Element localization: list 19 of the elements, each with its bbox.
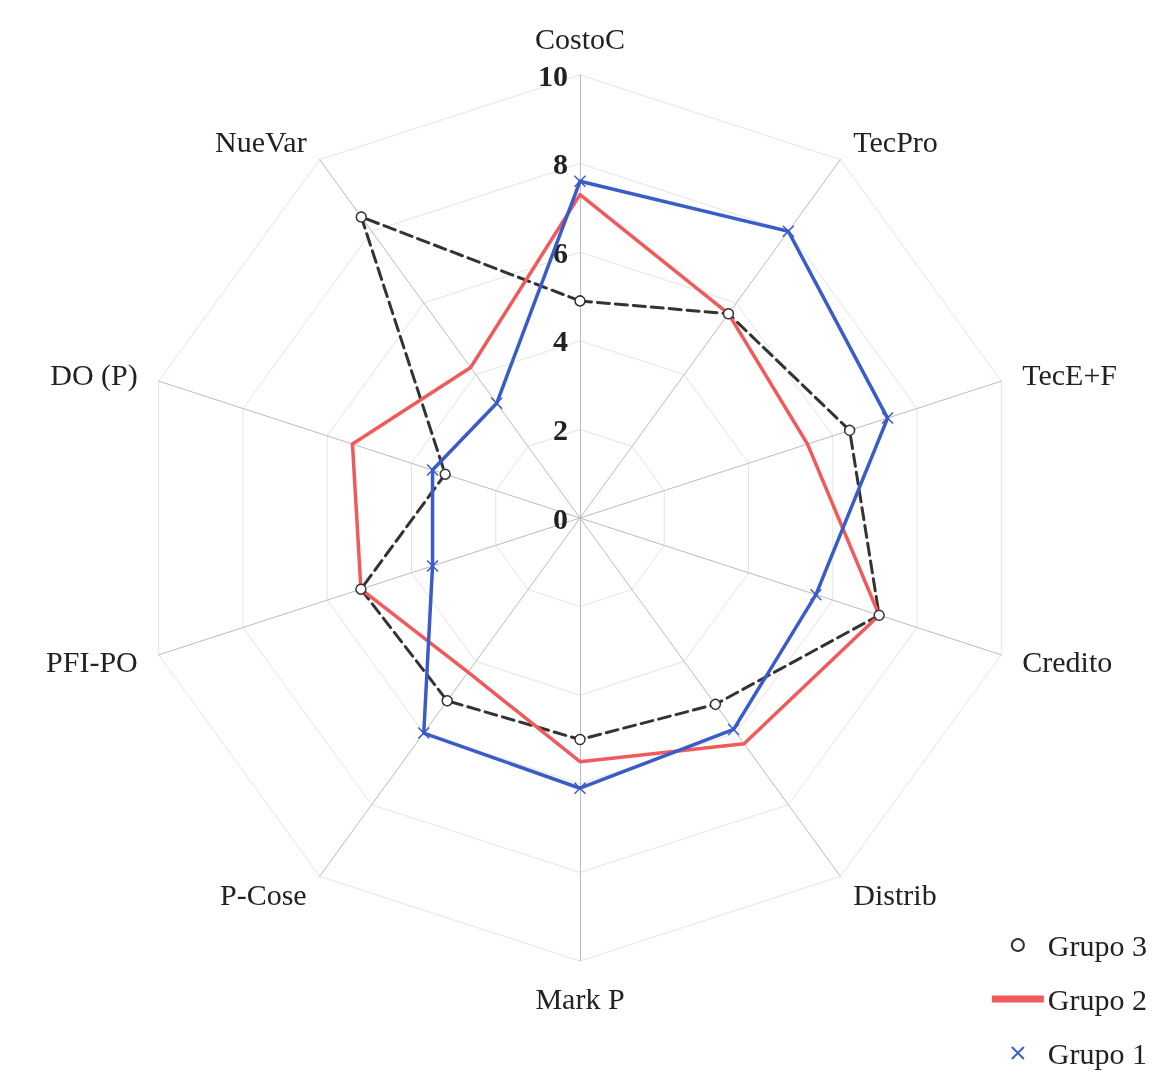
spoke-label: TecPro	[853, 125, 938, 159]
y-tick-label: 4	[553, 324, 568, 358]
y-tick-label: 2	[553, 412, 568, 446]
y-tick-label: 6	[553, 235, 568, 269]
spoke-label: Distrib	[853, 877, 937, 911]
y-tick-label: 8	[553, 147, 568, 181]
spoke-label: DO (P)	[50, 357, 138, 392]
spoke-label: PFI-PO	[46, 645, 138, 679]
legend-label: Grupo 3	[1047, 928, 1147, 962]
spoke-label: Credito	[1022, 645, 1113, 679]
spoke-label: TecE+F	[1022, 357, 1118, 391]
spoke-label: Mark P	[535, 981, 625, 1015]
y-tick-label: 10	[538, 58, 568, 92]
y-tick-label: 0	[553, 501, 568, 535]
legend-label: Grupo 1	[1047, 1036, 1147, 1070]
spoke-label: P-Cose	[219, 877, 307, 911]
legend-label: Grupo 2	[1047, 982, 1147, 1016]
spoke-label: CostoC	[534, 21, 626, 55]
spoke-label: NueVar	[215, 125, 307, 159]
